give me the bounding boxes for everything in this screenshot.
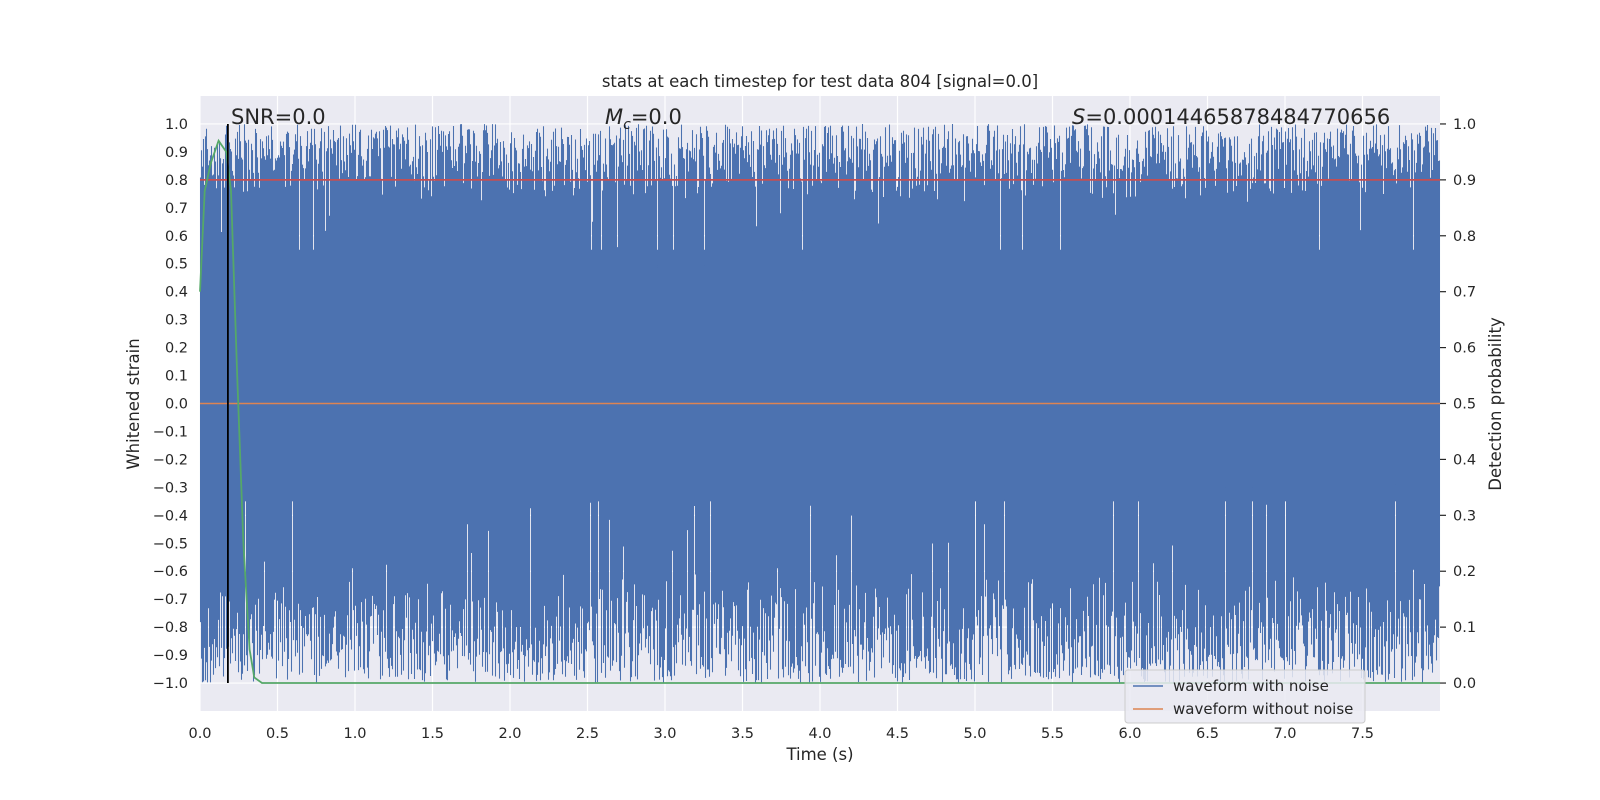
x-tick-label: 1.0 <box>343 726 366 742</box>
x-tick-label: 6.5 <box>1196 726 1219 742</box>
x-tick-label: 4.0 <box>808 726 831 742</box>
y-right-tick-label: 0.4 <box>1453 452 1476 468</box>
legend-box <box>1124 669 1366 724</box>
legend-clean-label: waveform without noise <box>1173 700 1353 718</box>
legend: waveform with noise waveform without noi… <box>1124 669 1366 724</box>
y-left-tick-label: −0.5 <box>153 536 188 552</box>
y-right-tick-labels: 1.0 0.9 0.8 0.7 0.6 0.5 0.4 0.3 0.2 0.1 0.0 <box>1440 117 1476 692</box>
s-annotation: S=0.00014465878484770656 <box>1072 105 1390 129</box>
x-tick-label: 0.5 <box>266 726 289 742</box>
y-left-tick-label: 0.9 <box>165 145 188 161</box>
y-left-tick-label: −0.6 <box>153 564 188 580</box>
x-tick-label: 3.0 <box>653 726 676 742</box>
x-tick-label: 4.5 <box>886 726 909 742</box>
y-left-tick-label: −0.9 <box>153 648 188 664</box>
y-axis-right-label: Detection probability <box>1486 317 1505 491</box>
x-tick-label: 5.0 <box>963 726 986 742</box>
y-left-tick-label: 0.3 <box>165 313 188 329</box>
x-tick-label: 1.5 <box>421 726 444 742</box>
x-tick-label: 7.5 <box>1351 726 1374 742</box>
x-tick-label: 5.5 <box>1041 726 1064 742</box>
x-tick-label: 2.0 <box>498 726 521 742</box>
y-right-tick-label: 1.0 <box>1453 117 1476 133</box>
y-left-tick-label: 0.4 <box>165 285 188 301</box>
x-tick-label: 0.0 <box>188 726 211 742</box>
x-tick-label: 7.0 <box>1273 726 1296 742</box>
y-right-tick-label: 0.8 <box>1453 229 1476 245</box>
chirp-mass-annotation: Mc=0.0 <box>605 105 682 133</box>
x-tick-label: 3.5 <box>731 726 754 742</box>
y-left-tick-label: 0.8 <box>165 173 188 189</box>
x-tick-label: 2.5 <box>576 726 599 742</box>
y-left-tick-label: 0.2 <box>165 341 188 357</box>
y-right-tick-label: 0.2 <box>1453 564 1476 580</box>
y-left-tick-label: −0.7 <box>153 592 188 608</box>
y-left-tick-label: −0.3 <box>153 480 188 496</box>
noise-trace <box>199 124 1441 683</box>
y-right-tick-label: 0.6 <box>1453 341 1476 357</box>
y-right-tick-label: 0.7 <box>1453 285 1476 301</box>
noise-series <box>199 124 1441 683</box>
y-right-tick-label: 0.3 <box>1453 508 1476 524</box>
y-left-tick-label: 0.1 <box>165 369 188 385</box>
y-right-tick-label: 0.9 <box>1453 173 1476 189</box>
x-axis-label: Time (s) <box>785 745 853 764</box>
y-left-tick-label: −0.8 <box>153 620 188 636</box>
y-left-tick-labels: 1.0 0.9 0.8 0.7 0.6 0.5 0.4 0.3 0.2 0.1 0.0 −0.1 −0.… <box>153 117 188 692</box>
y-axis-left-label: Whitened strain <box>124 338 143 469</box>
detection-probability-line <box>199 138 1440 684</box>
y-left-tick-label: 1.0 <box>165 117 188 133</box>
y-right-tick-label: 0.0 <box>1453 676 1476 692</box>
chart-title: stats at each timestep for test data 804… <box>602 72 1038 91</box>
y-left-tick-label: −0.1 <box>153 424 188 440</box>
y-left-tick-label: 0.5 <box>165 257 188 273</box>
y-left-tick-label: −0.4 <box>153 508 188 524</box>
legend-noise-label: waveform with noise <box>1173 677 1329 695</box>
y-left-tick-label: −1.0 <box>153 676 188 692</box>
x-tick-labels: 0.0 0.5 1.0 1.5 2.0 2.5 3.0 3.5 4.0 4.5 5.0 5.5 6.0 6… <box>188 726 1374 742</box>
y-right-tick-label: 0.1 <box>1453 620 1476 636</box>
snr-annotation: SNR=0.0 <box>231 105 326 129</box>
y-left-tick-label: 0.0 <box>165 397 188 413</box>
y-left-tick-label: 0.6 <box>165 229 188 245</box>
y-left-tick-label: −0.2 <box>153 452 188 468</box>
y-right-tick-label: 0.5 <box>1453 397 1476 413</box>
x-tick-label: 6.0 <box>1118 726 1141 742</box>
y-left-tick-label: 0.7 <box>165 201 188 217</box>
